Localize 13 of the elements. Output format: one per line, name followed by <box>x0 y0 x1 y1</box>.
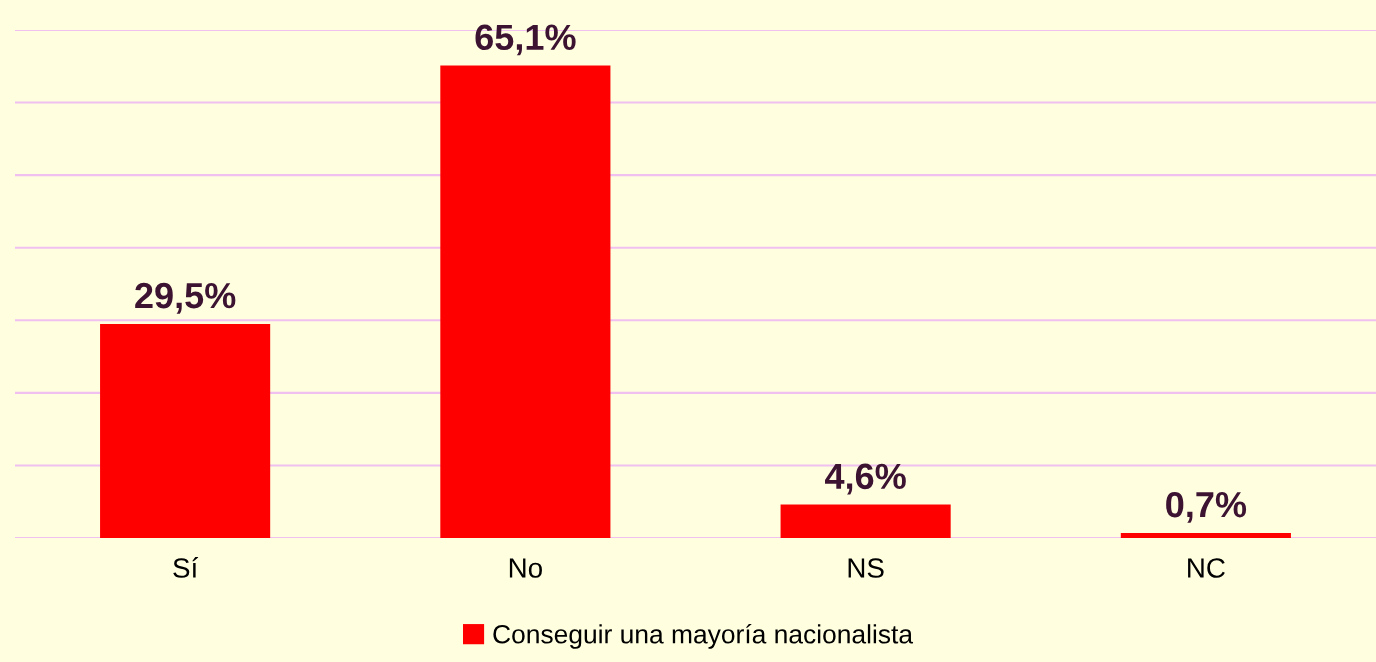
legend-label: Conseguir una mayoría nacionalista <box>493 623 914 649</box>
data-label: 4,6% <box>825 463 906 495</box>
data-label: 0,7% <box>1166 491 1247 523</box>
x-tick-label: NS <box>848 558 884 578</box>
data-label: 29,5% <box>135 282 236 314</box>
bar <box>1120 532 1291 538</box>
bar <box>100 323 271 538</box>
bar <box>440 65 611 538</box>
data-label: 65,1% <box>475 24 576 56</box>
bar <box>780 504 951 538</box>
x-tick-label: No <box>509 558 542 578</box>
x-tick-label: Sí <box>173 557 199 578</box>
x-tick-label: NC <box>1188 558 1225 578</box>
